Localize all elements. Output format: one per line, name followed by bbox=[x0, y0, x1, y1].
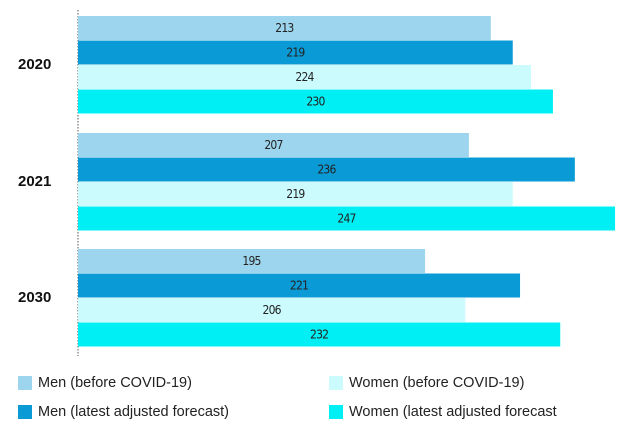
bar bbox=[78, 65, 532, 89]
value-label: 213 bbox=[275, 21, 293, 35]
legend-swatch bbox=[329, 376, 343, 390]
value-label: 247 bbox=[337, 211, 355, 225]
legend-swatch bbox=[18, 405, 32, 419]
legend-label: Women (latest adjusted forecast bbox=[349, 404, 557, 420]
value-label: 195 bbox=[242, 254, 260, 268]
category-label: 2020 bbox=[18, 56, 51, 73]
value-label: 207 bbox=[264, 138, 282, 152]
bar bbox=[78, 273, 521, 298]
bar bbox=[78, 89, 553, 114]
value-label: 236 bbox=[317, 162, 336, 176]
bar bbox=[78, 133, 469, 157]
value-label: 206 bbox=[263, 303, 282, 317]
value-label: 232 bbox=[310, 327, 328, 341]
bar bbox=[78, 40, 513, 65]
value-label: 221 bbox=[290, 278, 308, 292]
category-label: 2030 bbox=[18, 289, 51, 306]
legend-label: Men (latest adjusted forecast) bbox=[38, 404, 229, 420]
legend-swatch bbox=[18, 376, 32, 390]
legend-swatch bbox=[329, 405, 343, 419]
legend-label: Men (before COVID-19) bbox=[38, 375, 192, 391]
category-label: 2021 bbox=[18, 173, 51, 190]
bar bbox=[78, 298, 466, 322]
bar bbox=[78, 157, 575, 182]
value-label: 219 bbox=[286, 187, 305, 201]
value-label: 224 bbox=[295, 70, 314, 84]
bar bbox=[78, 322, 561, 347]
legend-label: Women (before COVID-19) bbox=[349, 375, 524, 391]
bar bbox=[78, 16, 491, 40]
bar bbox=[78, 249, 426, 273]
bar bbox=[78, 182, 513, 206]
value-label: 230 bbox=[306, 94, 325, 108]
value-label: 219 bbox=[286, 45, 305, 59]
bar bbox=[78, 206, 616, 231]
